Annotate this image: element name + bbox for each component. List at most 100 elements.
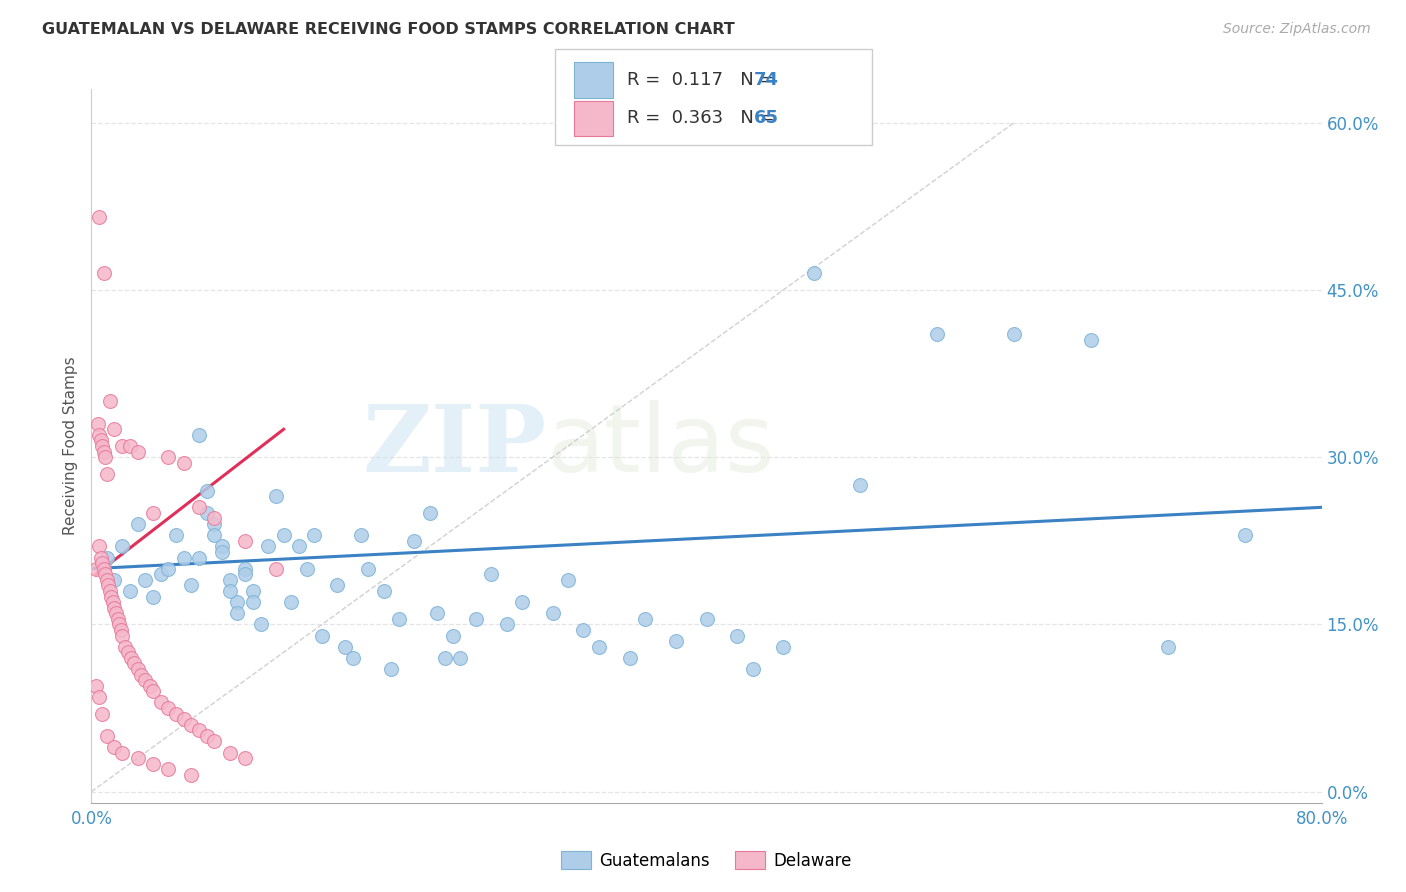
Point — [90, 434, 112, 448]
Point — [218, 583, 240, 598]
Point — [349, 528, 371, 542]
Point — [264, 489, 287, 503]
Point — [288, 539, 311, 553]
Point — [157, 701, 180, 715]
Text: R =  0.363   N =: R = 0.363 N = — [627, 110, 780, 128]
Point — [188, 723, 211, 738]
Point — [98, 394, 121, 409]
Point — [91, 439, 114, 453]
Point — [103, 740, 125, 755]
Point — [118, 439, 141, 453]
Point — [84, 562, 107, 576]
Point — [634, 612, 657, 626]
Point — [1233, 528, 1256, 542]
Point — [93, 562, 115, 576]
Point — [242, 595, 264, 609]
Point — [96, 467, 118, 481]
Point — [103, 573, 125, 587]
Point — [129, 667, 152, 681]
Point — [111, 746, 134, 760]
Point — [441, 628, 464, 642]
Point — [111, 628, 134, 642]
Point — [96, 573, 118, 587]
Point — [93, 266, 115, 280]
Point — [226, 607, 249, 621]
Point — [557, 573, 579, 587]
Point — [142, 684, 165, 698]
Point — [1002, 327, 1025, 342]
Point — [404, 533, 426, 548]
Point — [226, 595, 249, 609]
Point — [180, 578, 202, 592]
Point — [139, 679, 162, 693]
Point — [173, 456, 195, 470]
Text: ZIP: ZIP — [363, 401, 547, 491]
Point — [93, 444, 115, 458]
Text: Source: ZipAtlas.com: Source: ZipAtlas.com — [1223, 22, 1371, 37]
Text: R =  0.117   N =: R = 0.117 N = — [627, 70, 780, 89]
Point — [202, 734, 225, 748]
Point — [96, 550, 118, 565]
Point — [142, 590, 165, 604]
Point — [772, 640, 794, 654]
Text: 74: 74 — [754, 70, 779, 89]
Point — [86, 417, 108, 431]
Point — [388, 612, 411, 626]
Point — [233, 567, 256, 582]
Point — [449, 651, 471, 665]
Point — [510, 595, 533, 609]
Point — [108, 617, 131, 632]
Point — [419, 506, 441, 520]
Point — [87, 427, 110, 442]
Point — [180, 717, 202, 731]
Point — [117, 645, 139, 659]
Point — [572, 623, 595, 637]
Point — [434, 651, 457, 665]
Point — [304, 528, 326, 542]
Point — [218, 573, 240, 587]
Point — [188, 550, 211, 565]
Point — [803, 266, 825, 280]
Point — [588, 640, 610, 654]
Point — [105, 607, 127, 621]
Point — [541, 607, 564, 621]
Point — [94, 567, 117, 582]
Point — [195, 483, 218, 498]
Point — [127, 662, 149, 676]
Point — [100, 590, 122, 604]
Point — [218, 746, 240, 760]
Point — [495, 617, 517, 632]
Point — [98, 583, 121, 598]
Point — [157, 762, 180, 776]
Point — [91, 556, 114, 570]
Point — [665, 634, 688, 648]
Point — [695, 612, 717, 626]
Point — [134, 573, 156, 587]
Point — [273, 528, 295, 542]
Point — [741, 662, 763, 676]
Point — [333, 640, 356, 654]
Point — [87, 211, 110, 225]
Point — [103, 422, 125, 436]
Point — [149, 567, 172, 582]
Point — [326, 578, 349, 592]
Point — [142, 756, 165, 771]
Point — [233, 562, 256, 576]
Point — [233, 751, 256, 765]
Point — [110, 623, 132, 637]
Point — [202, 516, 225, 531]
Point — [264, 562, 287, 576]
Point — [87, 690, 110, 704]
Point — [157, 562, 180, 576]
Point — [124, 657, 146, 671]
Point — [107, 612, 129, 626]
Point — [118, 583, 141, 598]
Point — [849, 478, 872, 492]
Point — [464, 612, 486, 626]
Point — [380, 662, 402, 676]
Point — [1080, 333, 1102, 347]
Point — [127, 751, 149, 765]
Point — [90, 550, 112, 565]
Point — [173, 712, 195, 726]
Point — [342, 651, 364, 665]
